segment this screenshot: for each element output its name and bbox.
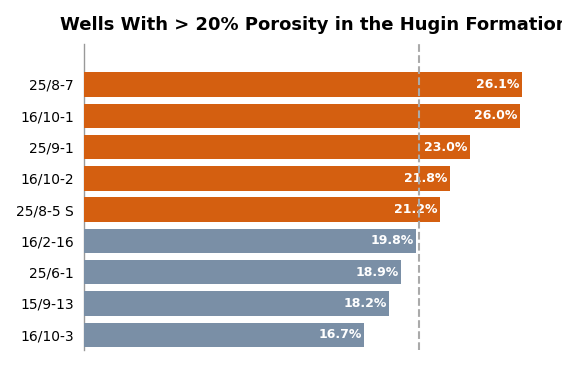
Text: 18.2%: 18.2% bbox=[343, 297, 387, 310]
Text: 21.2%: 21.2% bbox=[393, 203, 437, 216]
Text: 18.9%: 18.9% bbox=[355, 266, 398, 279]
Text: 21.8%: 21.8% bbox=[404, 172, 447, 185]
Bar bbox=[84, 166, 450, 191]
Bar bbox=[84, 260, 401, 284]
Bar bbox=[84, 323, 364, 347]
Bar bbox=[84, 229, 416, 253]
Bar bbox=[84, 197, 439, 222]
Text: 26.0%: 26.0% bbox=[474, 109, 518, 122]
Bar bbox=[84, 291, 389, 316]
Text: 19.8%: 19.8% bbox=[370, 234, 414, 247]
Bar bbox=[84, 135, 470, 159]
Bar bbox=[84, 72, 522, 97]
Title: Wells With > 20% Porosity in the Hugin Formation: Wells With > 20% Porosity in the Hugin F… bbox=[61, 16, 562, 34]
Bar bbox=[84, 104, 520, 128]
Text: 16.7%: 16.7% bbox=[318, 328, 361, 341]
Text: 23.0%: 23.0% bbox=[424, 141, 467, 154]
Text: 26.1%: 26.1% bbox=[476, 78, 519, 91]
